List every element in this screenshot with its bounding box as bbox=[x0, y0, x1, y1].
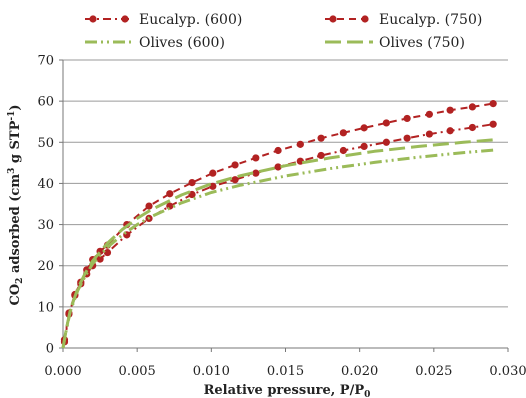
y-axis-label-sub: 2 bbox=[15, 278, 25, 284]
y-axis-label-sup: -1 bbox=[7, 111, 17, 121]
data-point bbox=[166, 190, 174, 198]
x-tick-label: 0.030 bbox=[489, 364, 526, 379]
legend-label: Olives (600) bbox=[139, 35, 225, 51]
data-point bbox=[382, 119, 390, 127]
data-point bbox=[209, 182, 217, 190]
y-tick-label: 0 bbox=[46, 342, 54, 357]
x-tick-label: 0.020 bbox=[341, 364, 378, 379]
legend-item: Eucalyp. (600) bbox=[85, 12, 242, 28]
y-tick-label: 10 bbox=[37, 300, 54, 315]
series-3 bbox=[61, 148, 494, 349]
y-tick-label: 40 bbox=[37, 177, 54, 192]
data-point bbox=[317, 134, 325, 142]
data-point bbox=[252, 154, 260, 162]
data-point bbox=[339, 129, 347, 137]
y-tick-label: 60 bbox=[37, 95, 54, 110]
x-tick-labels: 0.000 0.005 0.010 0.015 0.020 0.025 0.030 bbox=[44, 364, 526, 379]
legend-marker bbox=[329, 15, 337, 23]
x-tick-label: 0.005 bbox=[119, 364, 156, 379]
data-point bbox=[296, 157, 304, 165]
legend-item: Eucalyp. (750) bbox=[325, 12, 482, 28]
data-point bbox=[489, 100, 497, 108]
data-point bbox=[317, 151, 325, 160]
data-point bbox=[145, 202, 153, 210]
y-tick-labels: 0 10 20 30 40 50 60 70 bbox=[37, 54, 54, 357]
data-point bbox=[103, 248, 112, 257]
y-tick-label: 50 bbox=[37, 136, 54, 151]
y-axis-label-part: g STP bbox=[8, 120, 23, 167]
legend: Eucalyp. (600) Eucalyp. (750) Olives (600)… bbox=[85, 12, 482, 51]
data-point bbox=[403, 134, 411, 142]
y-axis-label-part: CO bbox=[8, 284, 23, 306]
legend-label: Eucalyp. (750) bbox=[379, 12, 482, 28]
x-axis-label-main: Relative pressure, P/P bbox=[204, 383, 365, 398]
data-point bbox=[489, 120, 497, 128]
data-point bbox=[360, 142, 368, 150]
legend-label: Olives (750) bbox=[379, 35, 465, 51]
data-point bbox=[188, 179, 196, 187]
x-tick-label: 0.015 bbox=[267, 364, 304, 379]
x-tick-label: 0.010 bbox=[193, 364, 230, 379]
data-point bbox=[360, 124, 368, 132]
data-point bbox=[231, 161, 239, 169]
series-line bbox=[61, 138, 494, 349]
y-axis-label-part: adsorbed (cm bbox=[8, 174, 23, 278]
y-tick-label: 70 bbox=[37, 54, 54, 69]
data-point bbox=[296, 140, 304, 148]
y-axis-label-part: ) bbox=[8, 104, 23, 110]
y-axis-label-sup: 3 bbox=[7, 168, 17, 174]
y-tick-label: 30 bbox=[37, 218, 54, 233]
data-point bbox=[382, 138, 390, 146]
legend-marker bbox=[89, 15, 97, 23]
y-axis-label: CO2 adsorbed (cm3 g STP-1) bbox=[7, 104, 25, 305]
data-point bbox=[425, 110, 433, 118]
data-point bbox=[468, 123, 476, 132]
x-axis-label-sub: 0 bbox=[364, 390, 370, 398]
data-point bbox=[231, 176, 239, 184]
legend-marker bbox=[121, 15, 129, 23]
data-point bbox=[96, 255, 104, 263]
legend-item: Olives (750) bbox=[325, 35, 465, 51]
data-point bbox=[209, 169, 217, 177]
data-point bbox=[425, 130, 433, 138]
data-point bbox=[252, 169, 260, 177]
series-4 bbox=[61, 138, 494, 349]
legend-label: Eucalyp. (600) bbox=[139, 12, 242, 28]
data-point bbox=[274, 146, 282, 155]
axes bbox=[59, 59, 509, 352]
data-point bbox=[446, 127, 454, 135]
x-axis-label: Relative pressure, P/P0 bbox=[204, 383, 371, 398]
data-point bbox=[403, 114, 411, 123]
series-layer bbox=[60, 100, 497, 349]
y-tick-label: 20 bbox=[37, 259, 54, 274]
data-point bbox=[446, 106, 454, 114]
legend-item: Olives (600) bbox=[85, 35, 225, 51]
x-tick-label: 0.000 bbox=[44, 364, 81, 379]
data-point bbox=[274, 163, 282, 171]
gridlines bbox=[63, 59, 508, 308]
series-line bbox=[61, 148, 494, 349]
x-tick-label: 0.025 bbox=[415, 364, 452, 379]
data-point bbox=[339, 146, 347, 155]
legend-marker bbox=[361, 15, 369, 23]
data-point bbox=[468, 103, 476, 111]
